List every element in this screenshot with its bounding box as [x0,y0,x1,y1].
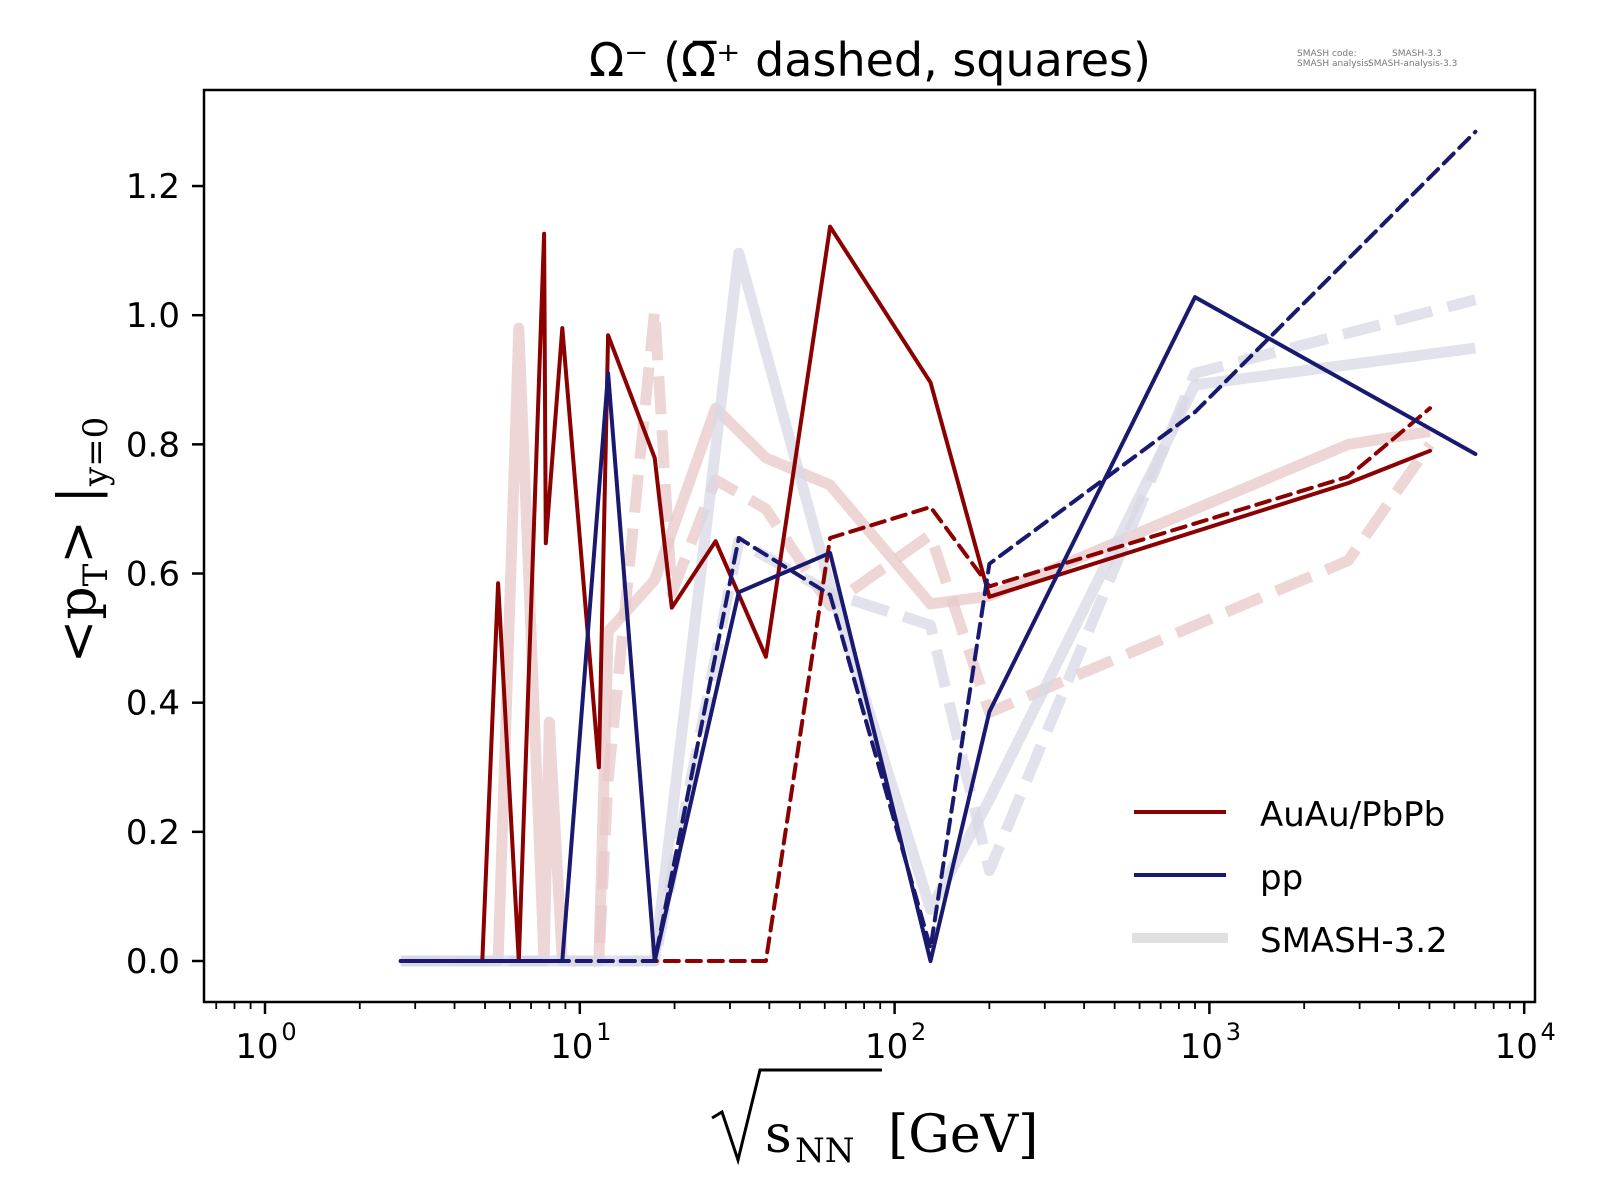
x-tick-label-2: 10 [865,1027,908,1067]
x-axis-label: s NN [GeV] [711,1068,1038,1171]
x-axis: 10 0 10 1 10 2 10 3 10 4 [215,1002,1556,1067]
plot-frame [202,88,1537,1004]
reference-series-group [400,247,1477,967]
y-tick-label-5: 1.0 [126,296,180,336]
legend: AuAu/PbPb pp SMASH-3.2 [1132,795,1448,961]
y-tick-label-6: 1.2 [126,167,180,207]
x-tick-label-4: 10 [1495,1027,1538,1067]
series-line-7 [398,129,1478,963]
series-line-5 [398,406,1432,963]
chart-title: Ω⁻ (Ω̅⁺ dashed, squares) [589,33,1151,87]
y-tick-label-3: 0.6 [126,555,180,595]
meta-analysis-value: SMASH-analysis-3.3 [1368,59,1457,69]
x-tick-exponent-3: 3 [1226,1018,1241,1046]
main-series-group [398,129,1478,963]
series-line-4 [398,224,1432,963]
x-label-main: s [765,1105,792,1165]
y-tick-label-0: 0.0 [126,942,180,982]
x-tick-exponent-1: 1 [596,1018,611,1046]
x-tick-exponent-2: 2 [911,1018,926,1046]
y-label-mid: > | [48,486,108,564]
meta-analysis-label: SMASH analysis: [1297,59,1371,69]
y-tick-label-1: 0.2 [126,813,180,853]
y-tick-label-2: 0.4 [126,684,180,724]
series-line-6 [398,295,1478,963]
y-label-sub-t: T [76,563,116,586]
x-label-unit: [GeV] [888,1105,1038,1165]
x-tick-label-1: 10 [550,1027,593,1067]
y-axis: 0.0 0.2 0.4 0.6 0.8 1.0 1.2 [126,167,204,982]
sqrt-sign-icon [711,1068,882,1166]
smash-version-info: SMASH code: SMASH-3.3 SMASH analysis: SM… [1297,49,1457,69]
meta-code-value: SMASH-3.3 [1392,49,1442,59]
meta-code-label: SMASH code: [1297,49,1357,59]
x-tick-exponent-4: 4 [1541,1018,1556,1046]
legend-label-auau: AuAu/PbPb [1260,795,1445,835]
y-axis-label: <pT> |y=0 [48,417,116,664]
x-label-sub: NN [795,1131,855,1171]
y-label-main: <p [48,586,108,663]
x-tick-exponent-0: 0 [281,1018,296,1046]
x-tick-label-0: 10 [235,1027,278,1067]
y-label-sub-y: y=0 [76,417,116,487]
legend-label-smash32: SMASH-3.2 [1260,921,1448,961]
x-tick-label-3: 10 [1180,1027,1223,1067]
svg-text:<pT> |y=0: <pT> |y=0 [48,417,116,664]
legend-label-pp: pp [1260,858,1303,898]
y-tick-label-4: 0.8 [126,425,180,465]
